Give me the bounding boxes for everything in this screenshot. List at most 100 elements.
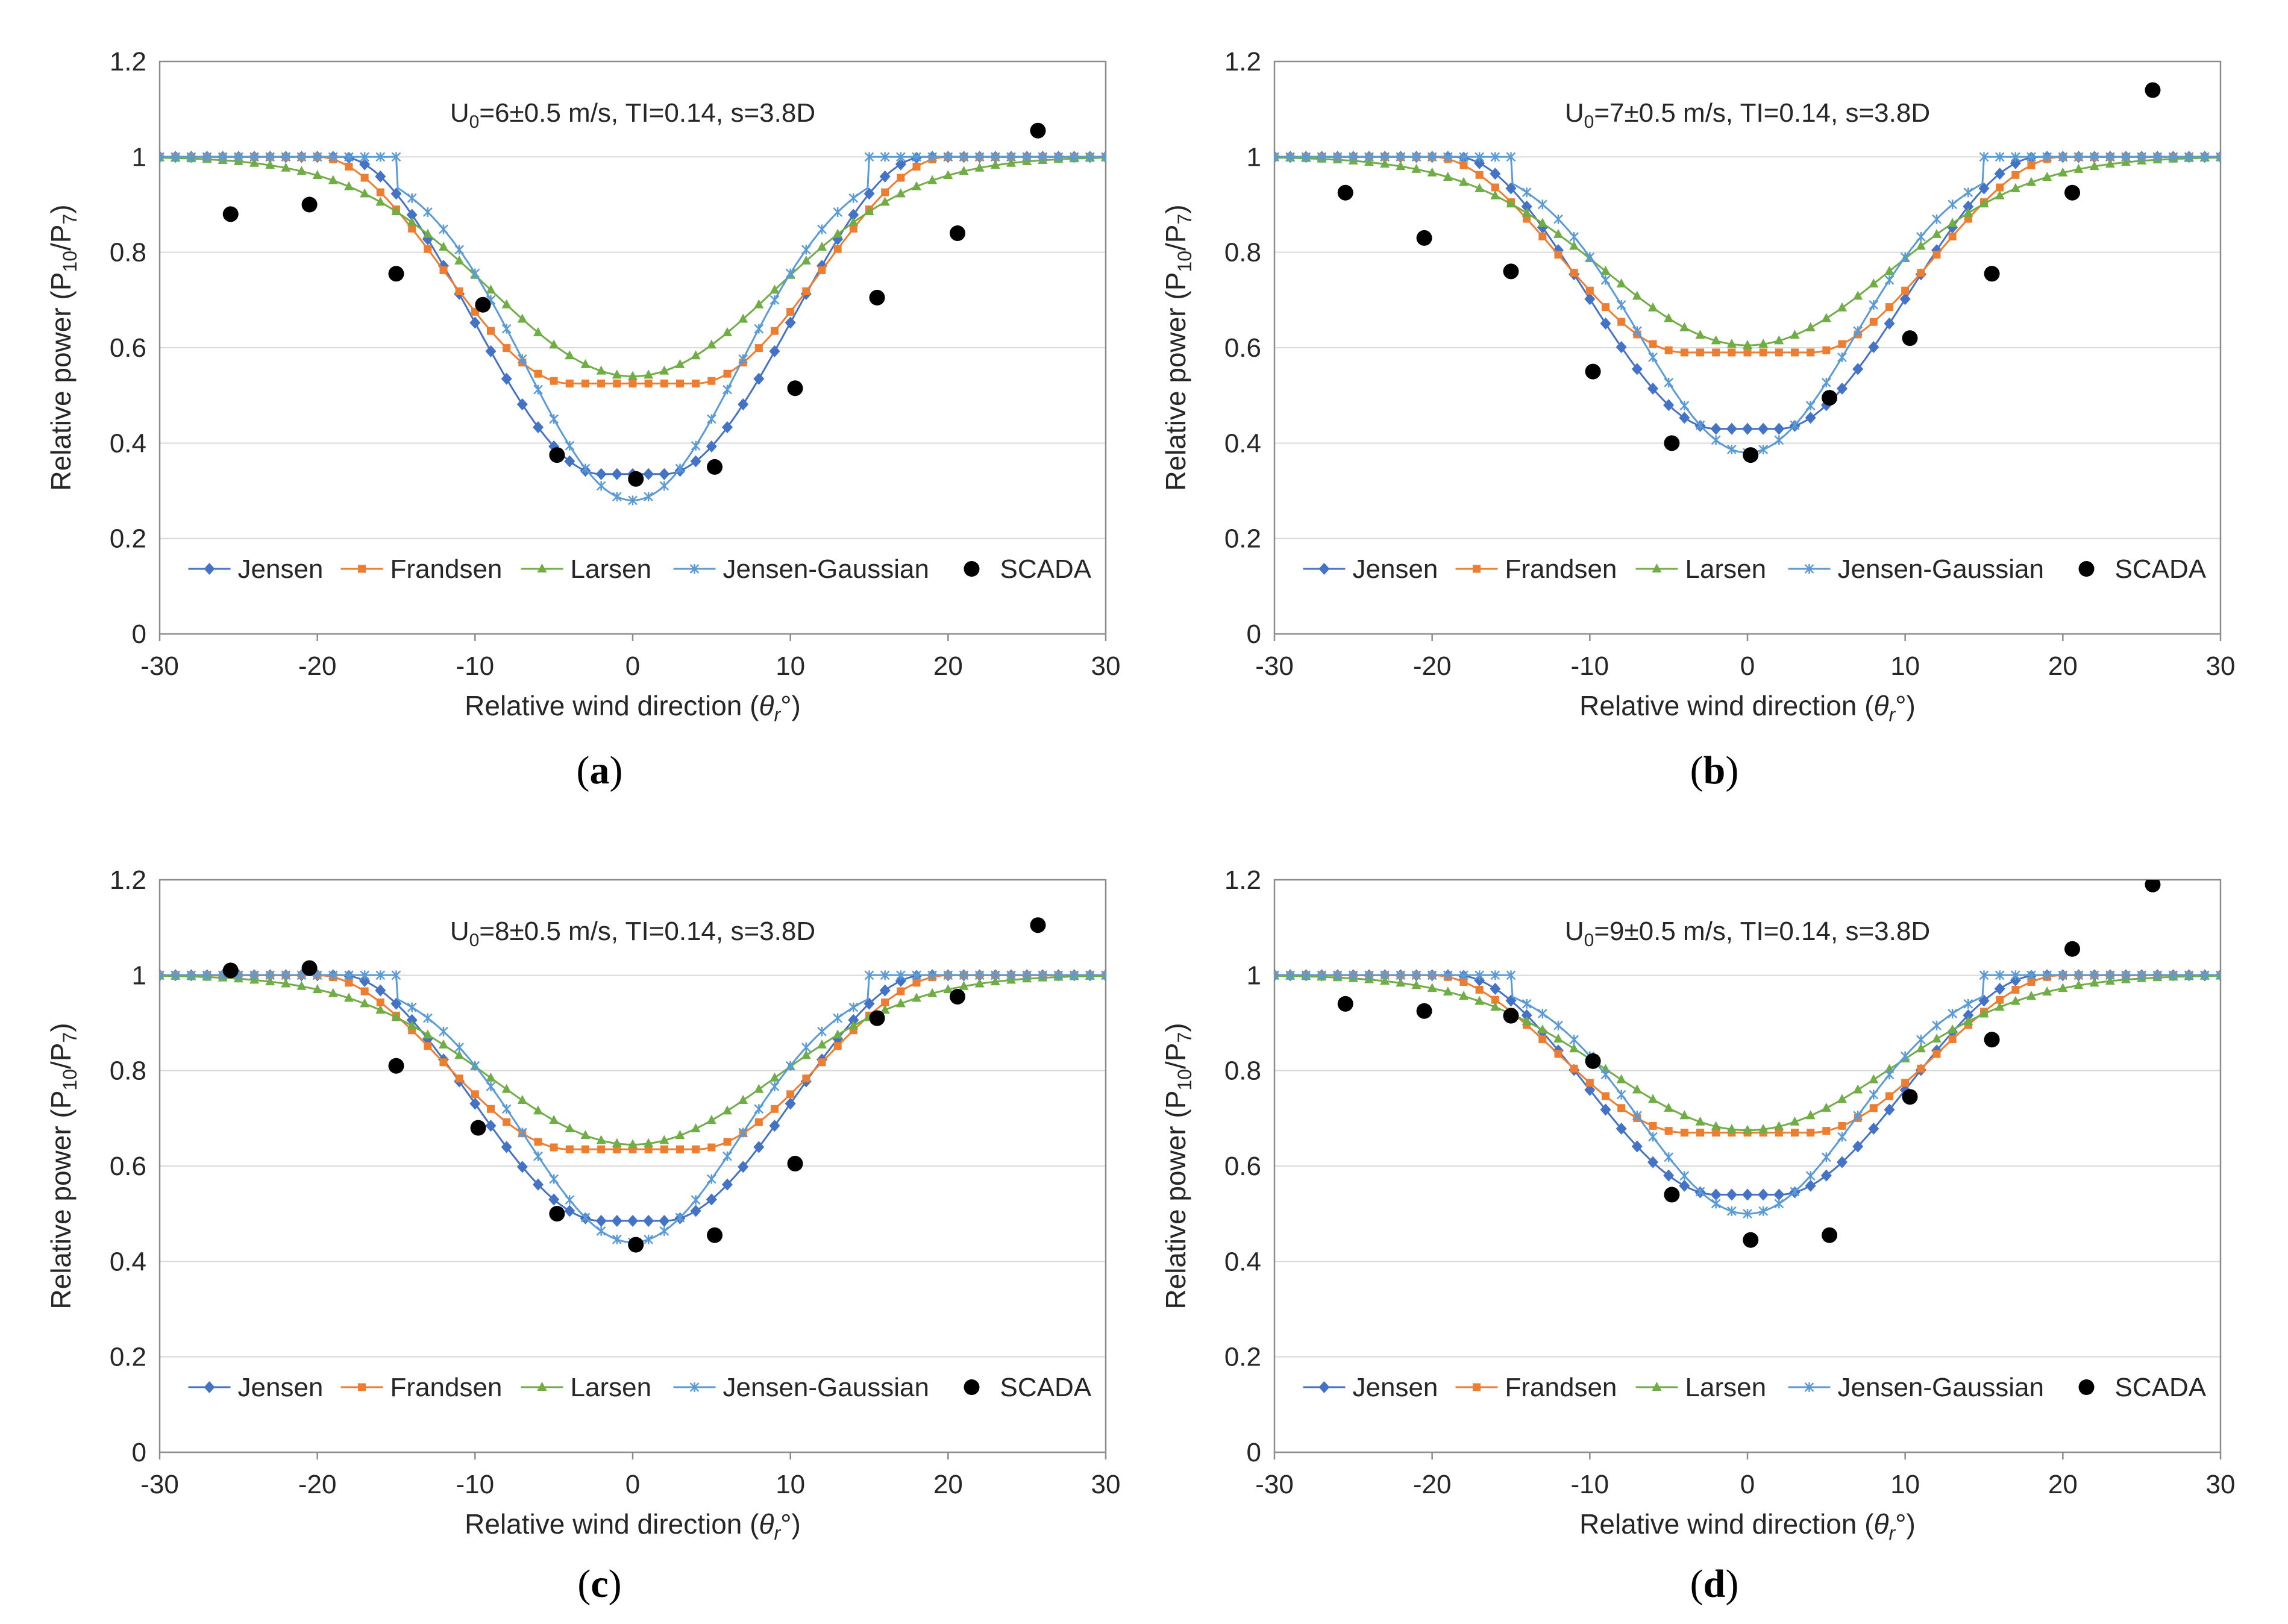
y-axis-title-sub: 10 xyxy=(59,1069,81,1091)
data-point xyxy=(848,193,859,203)
chart-title: U0=6±0.5 m/s, TI=0.14, s=3.8D xyxy=(450,98,815,132)
data-point xyxy=(249,152,259,162)
data-point xyxy=(1979,1008,1989,1018)
data-point xyxy=(469,1097,481,1110)
y-axis-title-sub: 10 xyxy=(1174,251,1196,272)
data-point xyxy=(769,345,780,357)
data-point xyxy=(1274,152,1279,162)
plot-area xyxy=(160,917,1106,1253)
data-point xyxy=(1822,1127,1831,1135)
data-point xyxy=(1837,1094,1847,1103)
y-axis-title-text: Relative power (P xyxy=(1160,1091,1191,1309)
data-point xyxy=(950,225,966,241)
data-point xyxy=(1648,1132,1658,1142)
data-point xyxy=(328,970,338,980)
data-point xyxy=(2137,970,2147,980)
data-point xyxy=(408,224,416,233)
data-point xyxy=(581,379,589,387)
data-point xyxy=(801,245,811,255)
data-point xyxy=(376,188,384,196)
data-point xyxy=(2121,970,2131,980)
data-point xyxy=(1743,1232,1759,1248)
data-point xyxy=(817,1026,827,1036)
data-point xyxy=(439,1058,448,1067)
data-point xyxy=(692,379,700,387)
data-point xyxy=(1807,348,1815,357)
data-point xyxy=(2137,152,2147,162)
x-axis-title-end: °) xyxy=(1895,690,1916,721)
data-point xyxy=(1521,200,1532,213)
data-point xyxy=(548,1193,560,1206)
data-point xyxy=(486,1081,496,1091)
data-point xyxy=(1822,346,1831,354)
data-point xyxy=(1600,1070,1611,1080)
data-point xyxy=(1742,422,1753,435)
data-point xyxy=(1868,1123,1879,1135)
data-point xyxy=(738,1127,748,1138)
data-point xyxy=(375,152,386,162)
data-point xyxy=(533,421,544,433)
data-point xyxy=(675,463,685,474)
data-point xyxy=(375,984,386,997)
data-point xyxy=(439,1039,448,1049)
data-point xyxy=(1553,214,1563,224)
series-line xyxy=(160,157,1106,377)
y-tick-label: 0.8 xyxy=(110,1056,146,1086)
data-point xyxy=(1837,1132,1847,1142)
data-point xyxy=(422,228,433,238)
data-point xyxy=(503,344,511,353)
data-point xyxy=(895,998,906,1008)
data-point xyxy=(2064,941,2081,957)
data-point xyxy=(722,1105,732,1115)
data-point xyxy=(833,1042,842,1050)
data-point xyxy=(595,468,607,480)
data-point xyxy=(1948,199,1958,210)
legend-label: Frandsen xyxy=(1505,554,1617,584)
data-point xyxy=(565,350,575,360)
data-point xyxy=(833,207,843,218)
data-point xyxy=(612,1138,622,1147)
series-jensen-gaussian xyxy=(160,970,1106,1247)
data-point xyxy=(580,359,591,368)
data-point xyxy=(675,359,685,368)
data-point xyxy=(1775,1129,1783,1137)
data-point xyxy=(880,1005,890,1014)
data-point xyxy=(1649,1121,1657,1130)
data-point xyxy=(1712,348,1720,357)
data-point xyxy=(1616,1123,1627,1135)
data-point xyxy=(738,398,749,411)
data-point xyxy=(2026,991,2036,1000)
data-point xyxy=(581,1145,589,1153)
data-point xyxy=(580,463,591,474)
legend: Jensen Frandsen Larsen Jensen-Gaussian SCADA xyxy=(188,1373,1092,1402)
data-point xyxy=(1822,390,1838,406)
data-point xyxy=(628,471,644,487)
y-tick-label: 1 xyxy=(132,961,146,990)
data-point xyxy=(1821,313,1831,322)
legend-item: Larsen xyxy=(521,1373,651,1402)
data-point xyxy=(549,1206,565,1222)
y-axis-title-text: ) xyxy=(45,1023,77,1032)
data-point xyxy=(644,1138,654,1147)
y-tick-label: 0.2 xyxy=(1224,1343,1261,1372)
x-axis-title-theta: θ xyxy=(1873,1508,1888,1540)
data-point xyxy=(912,152,921,162)
x-axis-title: Relative wind direction (θr°) xyxy=(1579,690,1916,726)
data-point xyxy=(1337,184,1353,201)
data-point xyxy=(880,152,890,162)
data-point xyxy=(1022,970,1032,980)
legend-label: Jensen-Gaussian xyxy=(723,1373,929,1402)
data-point xyxy=(950,988,966,1005)
data-point xyxy=(549,414,559,424)
data-point xyxy=(833,1029,843,1039)
data-point xyxy=(2199,152,2210,162)
data-point xyxy=(754,1083,764,1093)
y-tick-label: 0.4 xyxy=(110,428,146,458)
data-point xyxy=(1416,230,1432,246)
data-point xyxy=(1411,970,1421,980)
data-point xyxy=(2011,171,2020,179)
data-point xyxy=(550,377,558,385)
data-point xyxy=(360,188,370,198)
data-point xyxy=(1411,980,1421,989)
